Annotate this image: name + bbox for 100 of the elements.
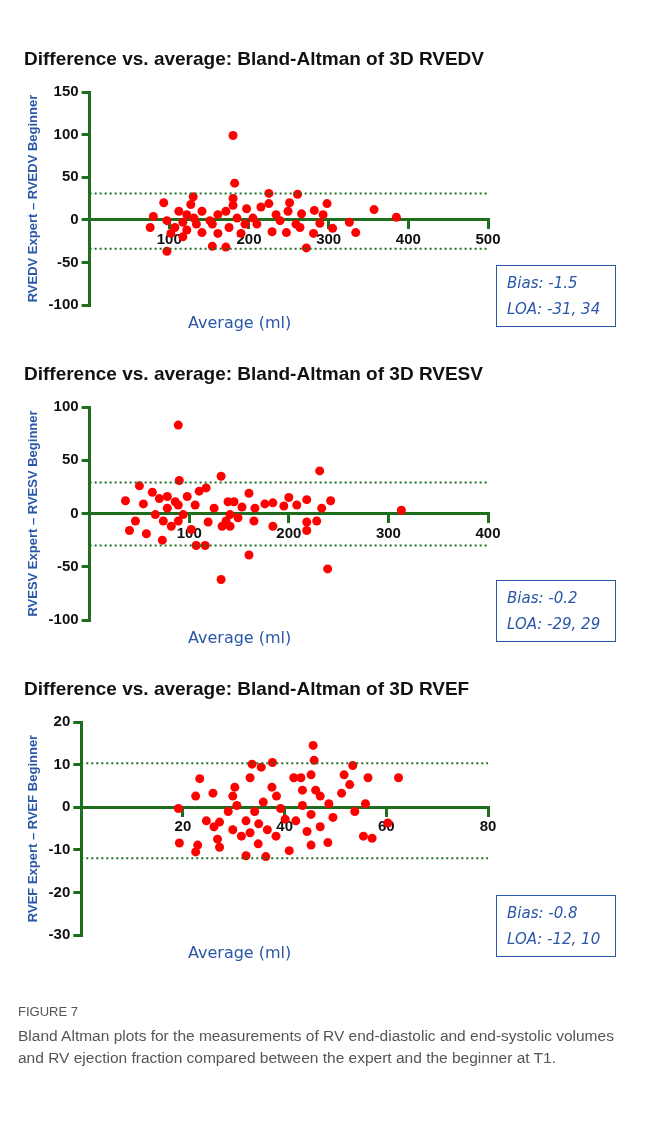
x-tick-label: 40 bbox=[276, 817, 293, 835]
y-axis-title: RVEDV Expert – RVEDV Beginner bbox=[25, 94, 41, 303]
point bbox=[237, 502, 247, 512]
point bbox=[240, 219, 250, 229]
point bbox=[148, 211, 158, 221]
point bbox=[174, 206, 184, 216]
point bbox=[130, 516, 140, 526]
point bbox=[182, 225, 192, 235]
x-tick-label: 80 bbox=[479, 817, 497, 835]
point bbox=[213, 210, 223, 220]
point bbox=[162, 503, 172, 513]
point bbox=[173, 516, 183, 526]
point bbox=[207, 241, 217, 251]
point bbox=[209, 503, 219, 513]
point bbox=[203, 517, 213, 527]
point bbox=[351, 228, 361, 238]
point bbox=[369, 205, 379, 215]
point bbox=[279, 501, 289, 511]
point bbox=[216, 575, 226, 585]
point bbox=[284, 493, 294, 503]
point bbox=[162, 491, 172, 501]
point bbox=[141, 529, 151, 539]
point bbox=[267, 227, 277, 237]
y-tick-label: 0 bbox=[70, 503, 79, 521]
point bbox=[264, 199, 274, 209]
point bbox=[124, 526, 134, 536]
y-tick-label: -10 bbox=[48, 839, 71, 857]
point bbox=[312, 516, 322, 526]
point bbox=[197, 228, 207, 238]
y-tick-label: -100 bbox=[48, 610, 79, 628]
point bbox=[201, 483, 211, 493]
point bbox=[134, 481, 144, 491]
point bbox=[309, 205, 319, 215]
x-tick-label: 400 bbox=[475, 523, 501, 541]
point bbox=[250, 503, 260, 513]
point bbox=[302, 495, 312, 505]
point bbox=[217, 521, 227, 531]
point bbox=[302, 517, 312, 527]
x-tick-label: 200 bbox=[276, 523, 302, 541]
point bbox=[396, 505, 406, 515]
point bbox=[249, 516, 259, 526]
point bbox=[271, 210, 281, 220]
y-tick-label: -100 bbox=[48, 295, 79, 313]
point bbox=[150, 510, 160, 520]
point bbox=[147, 487, 157, 497]
y-tick-label: 20 bbox=[53, 712, 71, 730]
point bbox=[138, 499, 148, 509]
y-tick-label: -50 bbox=[56, 252, 79, 270]
point bbox=[174, 475, 184, 485]
y-tick-label: 10 bbox=[53, 754, 71, 772]
y-tick-label: -20 bbox=[48, 882, 71, 900]
point bbox=[285, 198, 295, 208]
y-tick-label: 50 bbox=[61, 167, 79, 185]
text: Bias: -0.2 bbox=[507, 588, 579, 609]
text: LOA: -29, 29 bbox=[507, 614, 602, 635]
point bbox=[186, 199, 196, 209]
y-tick-label: 50 bbox=[61, 450, 79, 468]
point bbox=[317, 503, 327, 513]
point bbox=[233, 513, 243, 523]
point bbox=[242, 204, 252, 214]
x-tick-label: 300 bbox=[316, 229, 342, 247]
point bbox=[194, 486, 204, 496]
y-axis-title: RVESV Expert – RVESV Beginner bbox=[25, 410, 41, 617]
point bbox=[191, 540, 201, 550]
point bbox=[283, 206, 293, 216]
point bbox=[328, 223, 338, 233]
point bbox=[157, 535, 167, 545]
point bbox=[162, 216, 172, 226]
point bbox=[302, 526, 312, 536]
point bbox=[120, 496, 130, 506]
point bbox=[318, 210, 328, 220]
point bbox=[145, 222, 155, 232]
point bbox=[213, 228, 223, 238]
point bbox=[158, 516, 168, 526]
point bbox=[391, 212, 401, 222]
chart-title: Difference vs. average: Bland-Altman of 3D RVEDV bbox=[24, 48, 485, 70]
point bbox=[191, 219, 201, 229]
point bbox=[223, 497, 233, 507]
point bbox=[232, 213, 242, 223]
point bbox=[166, 521, 176, 531]
point bbox=[268, 521, 278, 531]
point bbox=[159, 198, 169, 208]
point bbox=[190, 500, 200, 510]
point bbox=[162, 246, 172, 256]
point bbox=[326, 496, 336, 506]
point bbox=[154, 494, 164, 504]
point bbox=[260, 499, 270, 509]
point bbox=[228, 130, 238, 140]
x-axis-title: Average (ml) bbox=[188, 628, 292, 647]
text: LOA: -31, 34 bbox=[507, 299, 602, 320]
point bbox=[225, 521, 235, 531]
y-tick-label: 100 bbox=[53, 124, 79, 142]
point bbox=[178, 217, 188, 227]
y-tick-label: -50 bbox=[56, 556, 79, 574]
text: Bias: -0.8 bbox=[507, 903, 579, 924]
point bbox=[322, 199, 332, 209]
y-tick-label: 0 bbox=[70, 209, 79, 227]
x-tick-label: 400 bbox=[395, 229, 421, 247]
point bbox=[315, 466, 325, 476]
point bbox=[182, 210, 192, 220]
